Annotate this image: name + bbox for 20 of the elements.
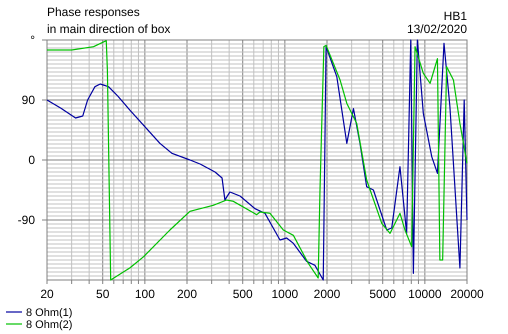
x-tick-label: 200 bbox=[176, 286, 198, 301]
x-tick-label: 20 bbox=[40, 286, 54, 301]
x-tick-label: 50 bbox=[96, 286, 110, 301]
legend-label: 8 Ohm(1) bbox=[26, 307, 72, 319]
x-tick-label: 500 bbox=[232, 286, 254, 301]
x-tick-label: 2000 bbox=[314, 286, 341, 301]
y-tick-label: 90 bbox=[22, 92, 36, 107]
y-tick-label: ° bbox=[30, 32, 36, 47]
x-tick-label: 20000 bbox=[450, 286, 484, 301]
x-tick-label: 1000 bbox=[272, 286, 299, 301]
y-tick-label: -90 bbox=[18, 212, 36, 227]
text: 13/02/2020 bbox=[406, 22, 468, 36]
y-tick-label: 0 bbox=[28, 152, 36, 167]
x-tick-label: 100 bbox=[134, 286, 156, 301]
x-tick-label: 10000 bbox=[408, 286, 442, 301]
chart-title: Phase responses bbox=[47, 5, 140, 19]
x-tick-label: 5000 bbox=[369, 286, 396, 301]
text: HB1 bbox=[444, 9, 468, 23]
chart-subtitle: in main direction of box bbox=[47, 22, 170, 36]
legend-label: 8 Ohm(2) bbox=[26, 319, 72, 331]
